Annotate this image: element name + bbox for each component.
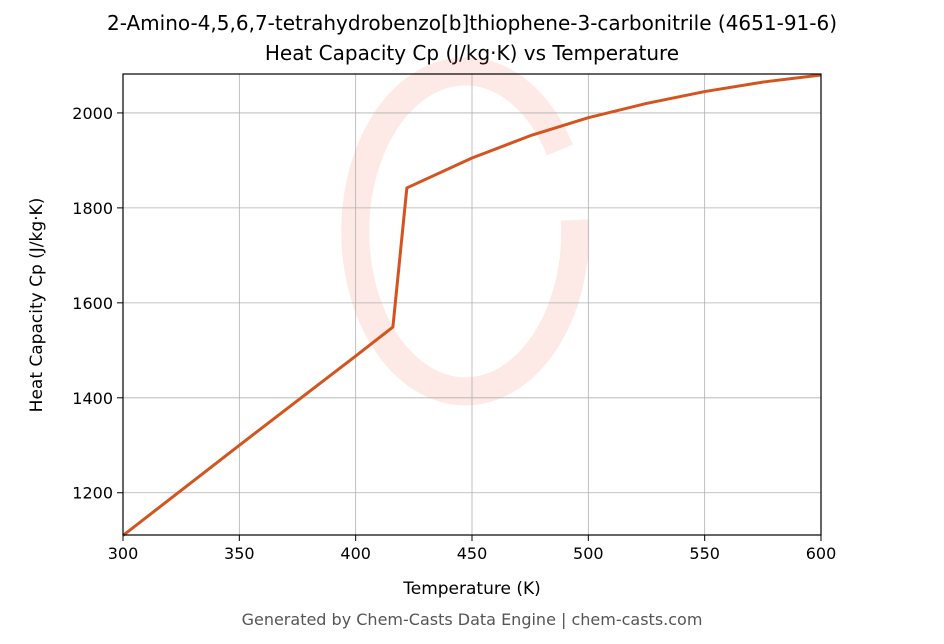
- y-tick-label: 1600: [72, 294, 113, 313]
- chart-title: 2-Amino-4,5,6,7-tetrahydrobenzo[b]thioph…: [107, 11, 837, 35]
- y-tick-label: 1800: [72, 199, 113, 218]
- y-tick-label: 2000: [72, 104, 113, 123]
- x-tick-label: 500: [573, 544, 604, 563]
- data-line: [122, 73, 822, 537]
- plot-frame: [122, 73, 822, 536]
- x-tick-label: 600: [806, 544, 837, 563]
- x-tick-label: 450: [457, 544, 488, 563]
- footer: Generated by Chem-Casts Data Engine | ch…: [242, 610, 703, 629]
- y-axis-label: Heat Capacity Cp (J/kg·K): [27, 198, 47, 413]
- chart-subtitle: Heat Capacity Cp (J/kg·K) vs Temperature: [265, 41, 679, 65]
- y-tick-label: 1400: [72, 389, 113, 408]
- watermark: [341, 57, 590, 406]
- x-tick-label: 550: [689, 544, 720, 563]
- y-tick-label: 1200: [72, 484, 113, 503]
- x-tick-label: 350: [224, 544, 255, 563]
- x-tick-label: 300: [108, 544, 139, 563]
- x-tick-label: 400: [340, 544, 371, 563]
- x-axis-label: Temperature (K): [402, 579, 541, 599]
